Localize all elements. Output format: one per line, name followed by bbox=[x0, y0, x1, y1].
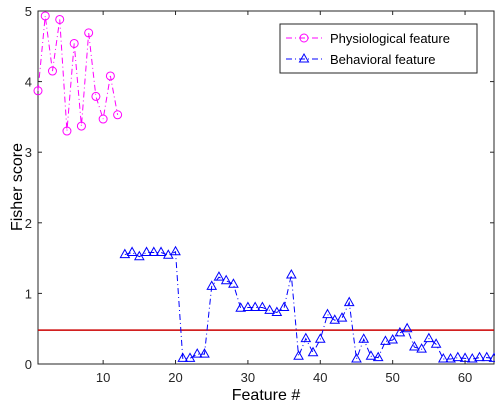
point-behavioral bbox=[336, 312, 348, 322]
point-behavioral bbox=[199, 348, 210, 358]
x-tick-label: 50 bbox=[385, 370, 399, 385]
point-behavioral bbox=[322, 308, 333, 319]
point-physiological bbox=[84, 28, 94, 38]
point-behavioral bbox=[155, 246, 167, 256]
point-behavioral bbox=[293, 350, 304, 360]
point-behavioral bbox=[206, 280, 218, 290]
point-behavioral bbox=[242, 301, 254, 312]
point-physiological bbox=[113, 110, 123, 120]
point-behavioral bbox=[351, 353, 362, 363]
point-physiological bbox=[40, 11, 50, 21]
point-behavioral bbox=[307, 346, 319, 357]
point-physiological bbox=[91, 91, 101, 101]
point-physiological bbox=[105, 71, 115, 81]
point-behavioral bbox=[264, 304, 275, 314]
point-behavioral bbox=[148, 246, 160, 256]
x-tick-label: 30 bbox=[241, 370, 255, 385]
legend-marker-physiological bbox=[299, 33, 309, 43]
point-behavioral bbox=[235, 302, 247, 312]
point-physiological bbox=[47, 66, 57, 76]
point-behavioral bbox=[220, 274, 232, 285]
point-behavioral bbox=[191, 348, 203, 358]
point-behavioral bbox=[228, 278, 239, 288]
y-axis-label: Fisher score bbox=[9, 143, 26, 231]
point-behavioral bbox=[387, 333, 399, 344]
point-behavioral bbox=[257, 301, 268, 312]
point-physiological bbox=[33, 86, 43, 96]
point-behavioral bbox=[170, 245, 181, 256]
x-tick-label: 60 bbox=[458, 370, 472, 385]
point-behavioral bbox=[329, 314, 341, 324]
y-tick-label: 5 bbox=[25, 4, 32, 19]
point-behavioral bbox=[416, 343, 427, 353]
x-tick-label: 10 bbox=[96, 370, 110, 385]
point-behavioral bbox=[271, 306, 283, 316]
point-behavioral bbox=[481, 351, 493, 362]
y-tick-label: 1 bbox=[25, 286, 32, 301]
y-tick-label: 3 bbox=[25, 145, 32, 160]
point-behavioral bbox=[401, 322, 413, 333]
point-behavioral bbox=[358, 333, 370, 343]
point-behavioral bbox=[314, 333, 326, 343]
legend-label-physiological: Physiological feature bbox=[330, 31, 450, 46]
x-tick-label: 20 bbox=[168, 370, 182, 385]
point-behavioral bbox=[380, 335, 391, 345]
point-behavioral bbox=[365, 350, 377, 360]
point-behavioral bbox=[249, 301, 261, 312]
legend-box bbox=[279, 23, 478, 74]
point-behavioral bbox=[300, 332, 312, 343]
y-tick-label: 2 bbox=[25, 216, 32, 231]
point-behavioral bbox=[278, 301, 290, 312]
point-behavioral bbox=[177, 352, 189, 362]
point-behavioral bbox=[445, 353, 456, 363]
point-behavioral bbox=[213, 271, 225, 281]
point-behavioral bbox=[474, 351, 485, 362]
point-physiological bbox=[76, 121, 86, 131]
legend-marker-behavioral bbox=[298, 52, 310, 63]
point-behavioral bbox=[437, 353, 449, 363]
x-axis-label: Feature # bbox=[232, 387, 301, 404]
point-behavioral bbox=[466, 353, 478, 363]
point-behavioral bbox=[423, 332, 435, 343]
x-tick-label: 40 bbox=[313, 370, 327, 385]
point-behavioral bbox=[343, 296, 355, 307]
point-behavioral bbox=[452, 351, 464, 362]
legend: Physiological feature Behavioral feature bbox=[279, 23, 478, 74]
y-tick-label: 0 bbox=[25, 357, 32, 372]
point-physiological bbox=[62, 126, 72, 136]
point-behavioral bbox=[162, 249, 174, 259]
point-behavioral bbox=[488, 352, 495, 362]
point-behavioral bbox=[119, 248, 131, 259]
y-tick-label: 4 bbox=[25, 75, 32, 90]
point-behavioral bbox=[126, 246, 138, 256]
point-behavioral bbox=[409, 341, 420, 351]
series-line-physiological bbox=[37, 15, 119, 132]
point-physiological bbox=[55, 14, 65, 24]
point-behavioral bbox=[141, 246, 152, 256]
point-behavioral bbox=[372, 351, 384, 362]
point-behavioral bbox=[285, 269, 297, 279]
point-behavioral bbox=[430, 338, 442, 348]
point-physiological bbox=[98, 114, 108, 124]
point-physiological bbox=[69, 38, 79, 48]
legend-label-behavioral: Behavioral feature bbox=[330, 52, 436, 67]
